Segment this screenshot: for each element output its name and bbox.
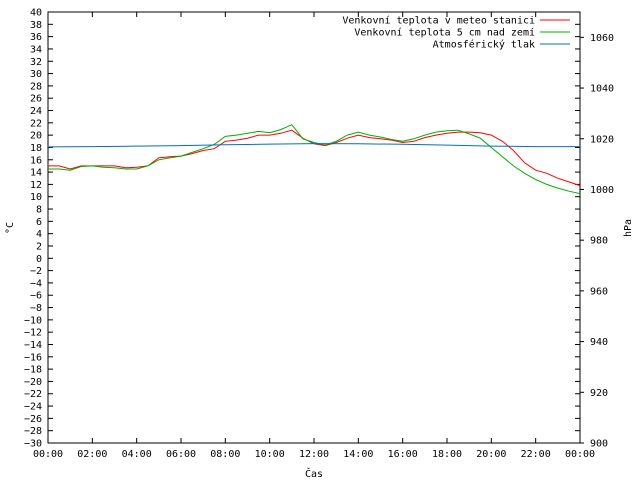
x-tick-label: 18:00: [432, 449, 462, 460]
x-tick-label: 00:00: [565, 449, 595, 460]
left-tick-label: −18: [24, 365, 42, 376]
series-line-2: [48, 124, 581, 195]
left-tick-label: −14: [24, 340, 42, 351]
right-axis-ticks: 900 920 940 960 980 1000 1020 1040 1060: [580, 33, 614, 450]
x-tick-label: 12:00: [299, 449, 329, 460]
right-tick-label: 1000: [590, 185, 614, 196]
legend-label-2: Venkovní teplota 5 cm nad zemí: [354, 27, 535, 39]
left-tick-label: 24: [30, 106, 42, 117]
left-tick-label: 2: [36, 241, 42, 252]
right-tick-label: 940: [590, 337, 608, 348]
x-tick-label: 06:00: [166, 449, 196, 460]
x-tick-label: 00:00: [33, 449, 63, 460]
left-tick-label: −6: [30, 291, 42, 302]
left-tick-label: −4: [30, 278, 42, 289]
series-line-1: [48, 129, 581, 187]
left-tick-label: −26: [24, 414, 42, 425]
left-tick-label: 18: [30, 143, 42, 154]
x-tick-label: 20:00: [476, 449, 506, 460]
left-tick-label: 4: [36, 229, 42, 240]
left-tick-label: 0: [36, 254, 42, 265]
left-tick-label: 30: [30, 69, 42, 80]
left-tick-label: −2: [30, 266, 42, 277]
x-tick-label: 04:00: [122, 449, 152, 460]
x-tick-label: 14:00: [343, 449, 373, 460]
x-tick-label: 02:00: [77, 449, 107, 460]
left-tick-label: 26: [30, 94, 42, 105]
right-tick-label: 960: [590, 286, 608, 297]
plot-area-border: [47, 11, 581, 444]
left-tick-label: −24: [24, 402, 42, 413]
left-tick-label: 38: [30, 20, 42, 31]
left-tick-label: −10: [24, 315, 42, 326]
right-tick-label: 900: [590, 439, 608, 450]
left-tick-label: −8: [30, 303, 42, 314]
legend: Venkovní teplota v meteo staniciVenkovní…: [342, 15, 570, 51]
y-axis-label-right: hPa: [623, 219, 634, 237]
left-tick-label: −20: [24, 377, 42, 388]
x-tick-label: 22:00: [521, 449, 551, 460]
x-axis-ticks: 00:00 02:00 04:00 06:00 08:00 10:00 12:00 14:00…: [33, 12, 595, 460]
x-axis-label: Čas: [305, 467, 323, 480]
left-tick-label: 12: [30, 180, 42, 191]
series-line-3: [47, 143, 580, 148]
left-tick-label: 8: [36, 205, 42, 216]
right-tick-label: 980: [590, 236, 608, 247]
legend-label-3: Atmosférický tlak: [433, 39, 535, 51]
x-tick-label: 10:00: [255, 449, 285, 460]
left-tick-label: −12: [24, 328, 42, 339]
right-tick-label: 1060: [590, 33, 614, 44]
left-tick-label: 22: [30, 118, 42, 129]
left-tick-label: −22: [24, 389, 42, 400]
left-tick-label: −30: [24, 439, 42, 450]
left-tick-label: 40: [30, 8, 42, 19]
left-tick-label: 36: [30, 32, 42, 43]
left-tick-label: −28: [24, 426, 42, 437]
plot-frame: [47, 11, 581, 444]
y-axis-label-left: °C: [5, 222, 16, 234]
left-tick-label: −16: [24, 352, 42, 363]
x-tick-label: 16:00: [388, 449, 418, 460]
left-tick-label: 6: [36, 217, 42, 228]
left-tick-label: 20: [30, 131, 42, 142]
left-tick-label: 10: [30, 192, 42, 203]
right-tick-label: 1040: [590, 84, 614, 95]
left-tick-label: 16: [30, 155, 42, 166]
right-tick-label: 920: [590, 388, 608, 399]
legend-label-1: Venkovní teplota v meteo stanici: [342, 15, 535, 27]
left-tick-label: 32: [30, 57, 42, 68]
left-tick-label: 28: [30, 81, 42, 92]
left-tick-label: 34: [30, 44, 42, 55]
series-lines: [47, 124, 581, 195]
x-tick-label: 08:00: [210, 449, 240, 460]
left-axis-ticks: −30−28−26−24−22−20−18−16−14−12−10−8−6−4−…: [24, 8, 580, 450]
left-tick-label: 14: [30, 168, 42, 179]
right-tick-label: 1020: [590, 134, 614, 145]
